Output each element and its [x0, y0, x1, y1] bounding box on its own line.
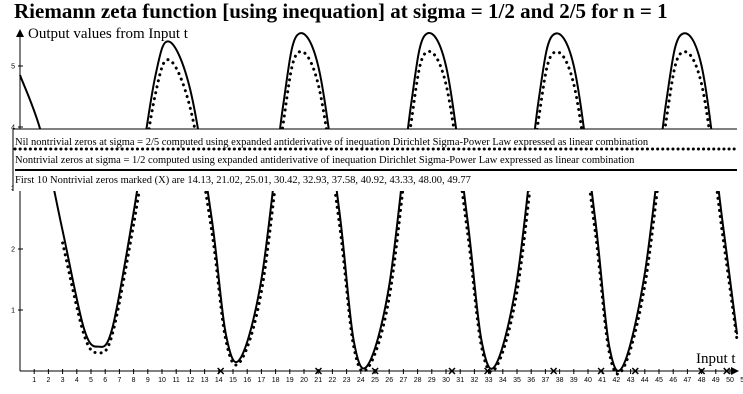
x-tick-label: 19 — [286, 377, 294, 384]
cross-stroke — [631, 367, 639, 375]
x-tick-label: 41 — [598, 377, 606, 384]
zero-marker — [698, 367, 706, 375]
x-tick-label: 46 — [669, 377, 677, 384]
y-tick-label: 4 — [11, 125, 15, 132]
x-tick-label: 35 — [513, 377, 521, 384]
y-axis-arrow — [16, 29, 24, 37]
cross-stroke — [217, 367, 225, 375]
x-tick-label: 27 — [400, 377, 408, 384]
x-tick-label: 13 — [201, 377, 209, 384]
x-tick-label: 24 — [357, 377, 365, 384]
cross-stroke — [448, 367, 456, 375]
x-tick-label: 18 — [272, 377, 280, 384]
x-tick-label: 43 — [627, 377, 635, 384]
x-tick-label: 42 — [613, 377, 621, 384]
cross-stroke — [723, 367, 731, 375]
cross-stroke — [371, 367, 379, 375]
x-tick-label: 39 — [570, 377, 578, 384]
cross-stroke — [314, 367, 323, 375]
x-tick-label: 37 — [542, 377, 550, 384]
x-tick-label: 31 — [456, 377, 464, 384]
zero-marker — [484, 367, 492, 375]
zero-marker — [371, 367, 379, 375]
x-axis-label: Input t — [696, 351, 736, 367]
series-solid-line — [19, 31, 739, 372]
x-tick-label: 10 — [158, 377, 166, 384]
x-tick-label: 7 — [117, 377, 121, 384]
cross-stroke — [550, 367, 558, 375]
x-tick-label: 48 — [698, 377, 706, 384]
y-tick-label: 5 — [11, 64, 15, 71]
x-tick-label: 47 — [684, 377, 692, 384]
x-tick-label: 12 — [187, 377, 195, 384]
x-tick-label: 50 — [726, 377, 734, 384]
zero-marker — [217, 367, 225, 375]
x-tick-label: 25 — [371, 377, 379, 384]
x-tick-label: 1 — [32, 377, 36, 384]
x-tick-label: 15 — [229, 377, 237, 384]
x-tick-label: 9 — [146, 377, 150, 384]
x-tick-label: 28 — [414, 377, 422, 384]
zero-markers — [217, 367, 731, 375]
x-axis-arrow — [731, 367, 739, 375]
legend: Nil nontrivial zeros at sigma = 2/5 comp… — [12, 128, 739, 191]
x-tick-label: 44 — [641, 377, 649, 384]
zero-marker — [550, 367, 558, 375]
y-tick-label: 1 — [11, 308, 15, 315]
x-tick-label: 4 — [75, 377, 79, 384]
x-tick-label: 36 — [527, 377, 535, 384]
cross-stroke — [484, 367, 492, 375]
x-tick-label: 21 — [314, 377, 322, 384]
x-tick-label: 29 — [428, 377, 436, 384]
series-layer — [19, 31, 739, 376]
zero-marker — [448, 367, 456, 375]
x-tick-label: 34 — [499, 377, 507, 384]
x-tick-label: 14 — [215, 377, 223, 384]
y-tick-label: 2 — [11, 247, 15, 254]
x-tick-label: 8 — [132, 377, 136, 384]
x-tick-label: 26 — [385, 377, 393, 384]
x-tick-label: 40 — [584, 377, 592, 384]
zero-marker — [723, 367, 731, 375]
x-tick-label: 49 — [712, 377, 720, 384]
y-axis-label: Output values from Input t — [28, 26, 189, 42]
x-tick-label: 33 — [485, 377, 493, 384]
chart-title: Riemann zeta function [using inequation]… — [14, 0, 668, 23]
legend-box — [13, 129, 737, 191]
zero-marker — [314, 367, 323, 375]
x-tick-label: 11 — [173, 377, 180, 384]
x-tick-label: 32 — [471, 377, 479, 384]
zero-marker — [631, 367, 639, 375]
zero-marker — [597, 367, 605, 375]
cross-stroke — [698, 367, 706, 375]
x-tick-label: 3 — [61, 377, 65, 384]
x-tick-label: 23 — [343, 377, 351, 384]
legend-entry: Nontrivial zeros at sigma = 1/2 computed… — [15, 155, 635, 166]
cross-stroke — [597, 367, 605, 375]
x-tick-label: 2 — [46, 377, 50, 384]
x-tick-label: 22 — [329, 377, 337, 384]
legend-entry: Nil nontrivial zeros at sigma = 2/5 comp… — [15, 137, 649, 148]
x-tick-label: 17 — [258, 377, 266, 384]
x-tick-label: 38 — [556, 377, 564, 384]
x-tick-label: 6 — [103, 377, 107, 384]
x-tick-label: 20 — [300, 377, 308, 384]
legend-entry: First 10 Nontrivial zeros marked (X) are… — [15, 175, 471, 186]
x-tick-label: 51 — [740, 377, 743, 384]
x-tick-label: 16 — [243, 377, 251, 384]
x-tick-label: 5 — [89, 377, 93, 384]
x-tick-label: 30 — [442, 377, 450, 384]
x-tick-label: 45 — [655, 377, 663, 384]
